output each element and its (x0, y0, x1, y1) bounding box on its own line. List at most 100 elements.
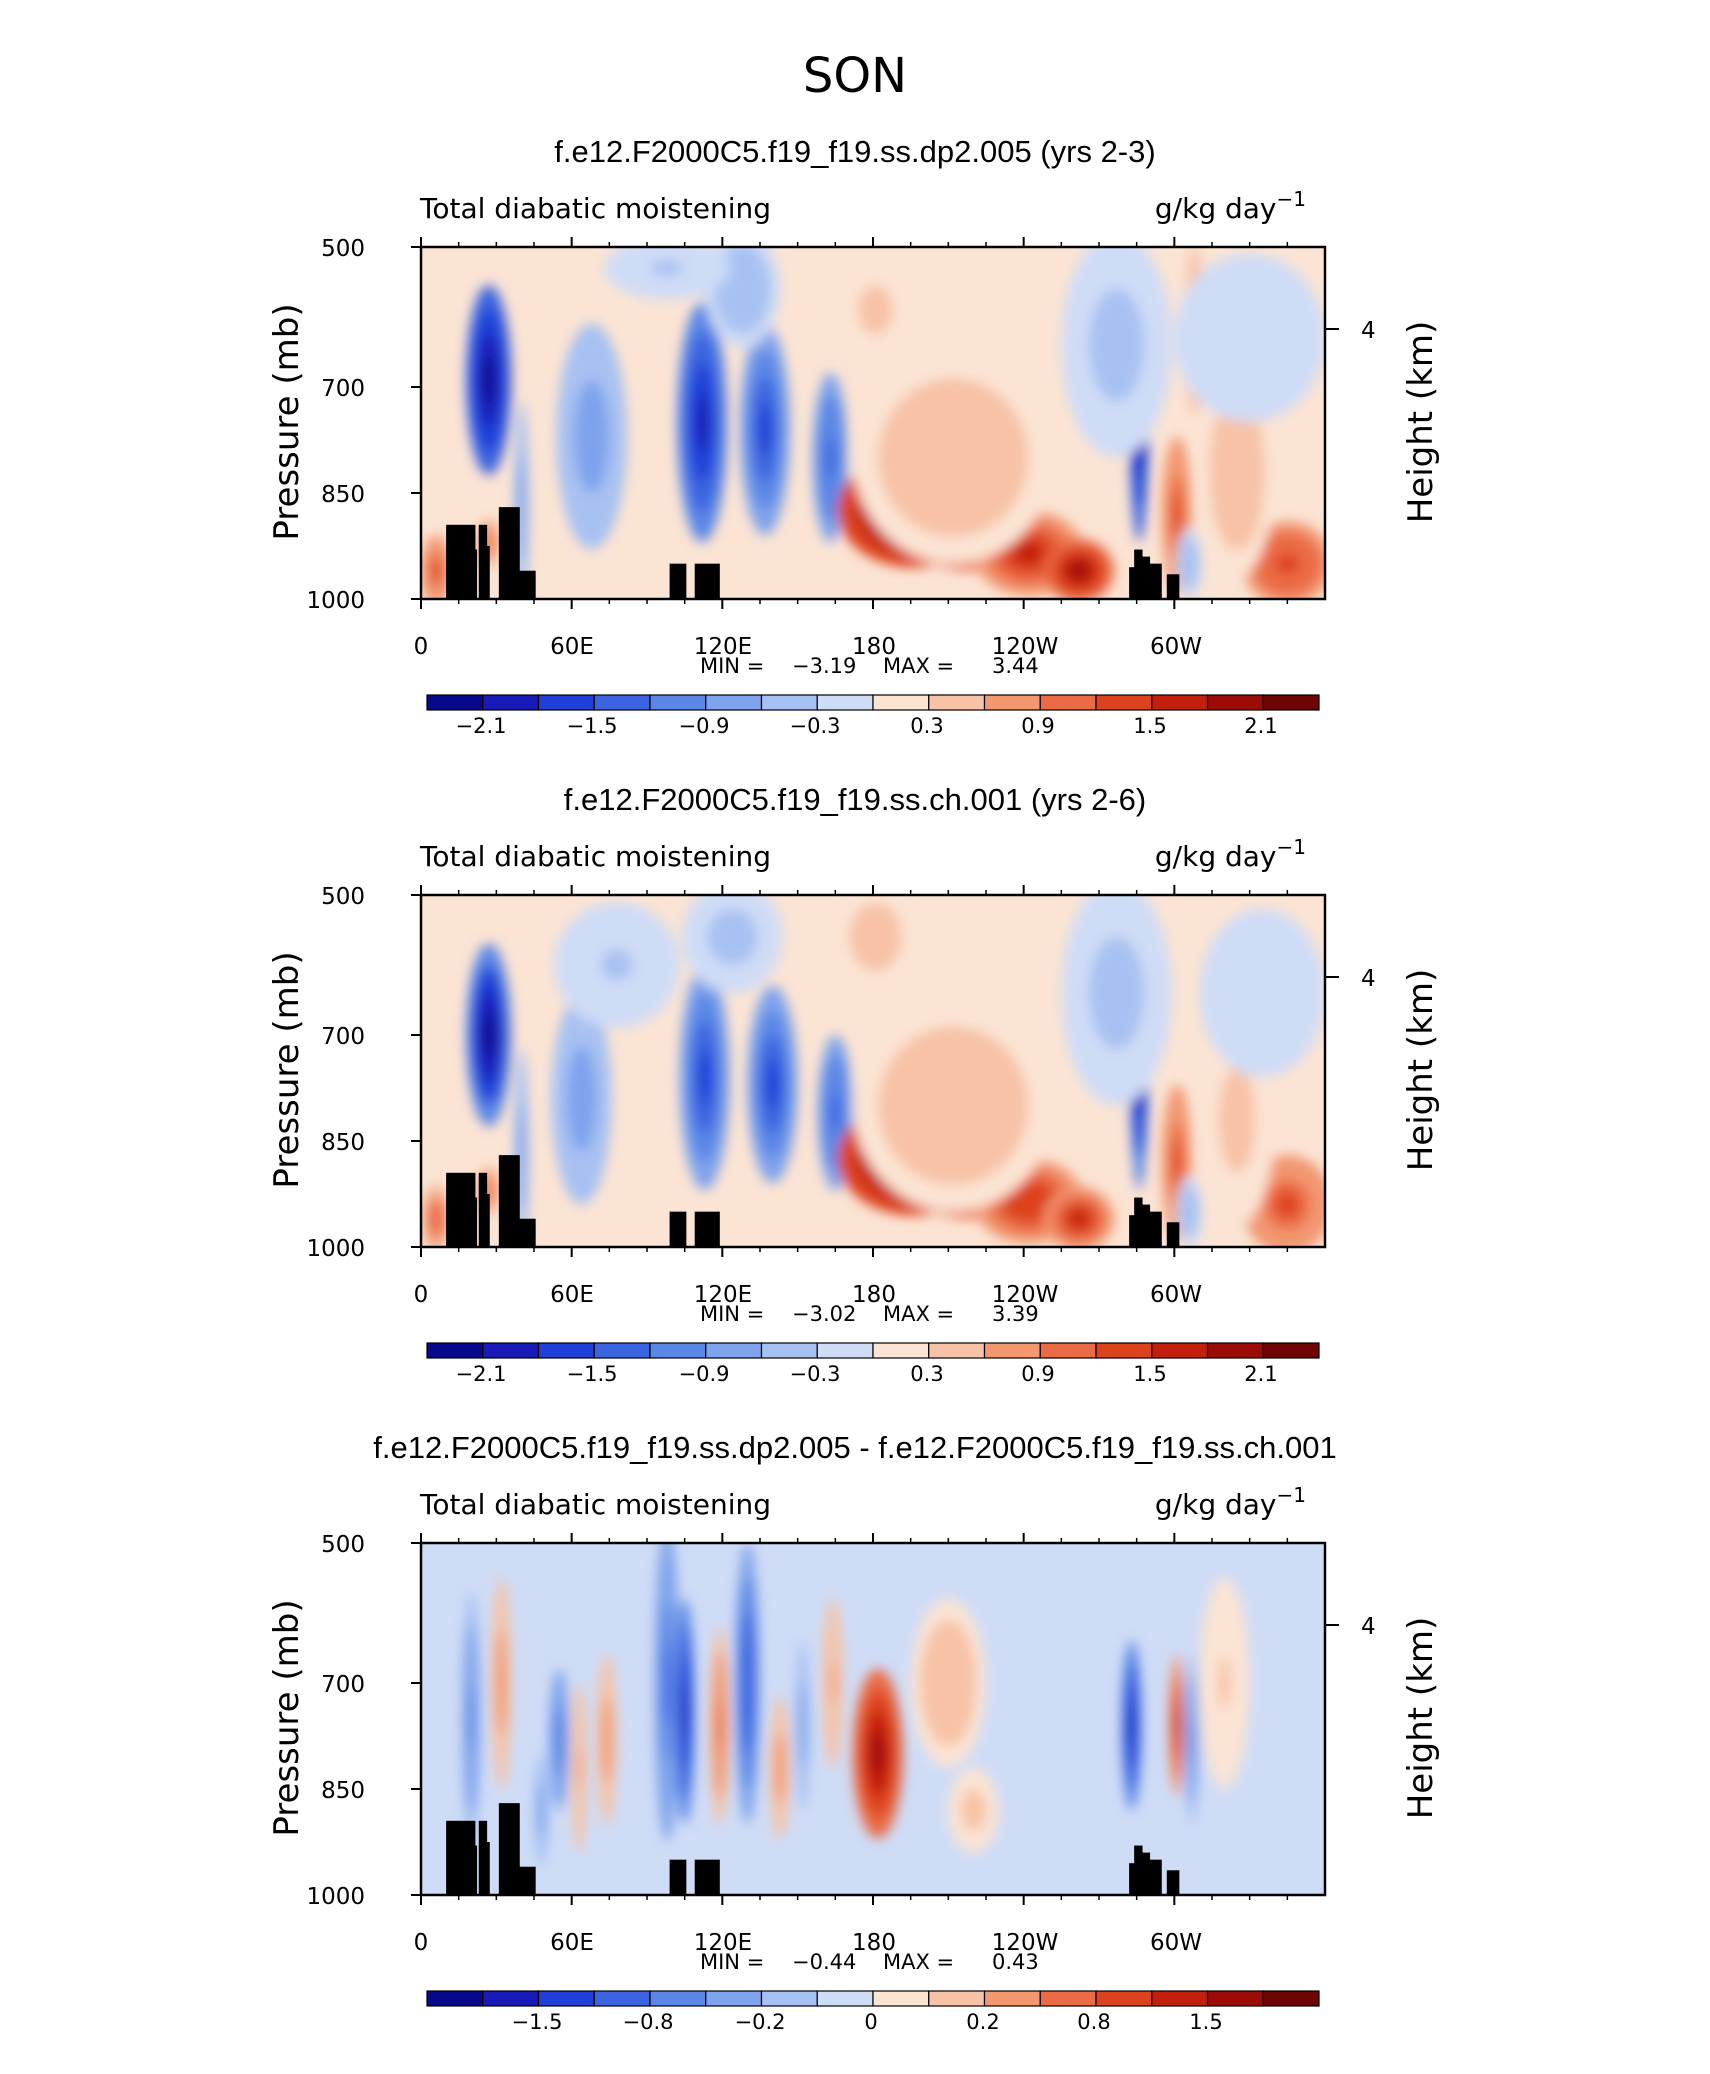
colorbar-label: 0.8 (1077, 2010, 1110, 2034)
colorbar-bin (537, 1990, 595, 2007)
colorbar-label: 0.3 (910, 1362, 943, 1386)
contour-blob (698, 1049, 712, 1106)
contour-blob (483, 1012, 495, 1058)
colorbar-bin (760, 694, 818, 711)
contour-blob (766, 1059, 779, 1110)
colorbar-bin (983, 1342, 1041, 1359)
contour-blob (604, 1718, 610, 1761)
topography-block (503, 1845, 513, 1895)
contour-blob (485, 1184, 492, 1197)
y2-axis-label: Height (km) (1401, 321, 1441, 524)
colorbar-bin (928, 1990, 986, 2007)
colorbar-label: 2.1 (1244, 1362, 1277, 1386)
colorbar-label: 0.2 (966, 2010, 999, 2034)
contour-blob (651, 260, 683, 276)
contour-blob (1276, 1192, 1299, 1217)
max-value: 0.43 (992, 1950, 1039, 1974)
colorbar-bin (426, 1342, 484, 1359)
y-tick-label: 700 (321, 1672, 365, 1698)
colorbar-bin (1206, 1990, 1264, 2007)
contour-blob (432, 561, 440, 580)
units-label: g/kg day−1 (1155, 835, 1306, 873)
topography-block (478, 524, 488, 599)
contour-blob (1282, 1713, 1293, 1766)
colorbar-label: −0.3 (790, 714, 841, 738)
colorbar-label: 0.9 (1021, 714, 1054, 738)
y-tick-label: 850 (321, 482, 365, 508)
y-axis-label: Pressure (mb) (267, 1599, 307, 1836)
colorbar-bin (928, 694, 986, 711)
colorbar-label: −0.8 (623, 2010, 674, 2034)
contour-blob (938, 1661, 958, 1705)
colorbar-bin (1206, 694, 1264, 711)
topography-block (1141, 1204, 1151, 1247)
colorbar-label: −2.1 (456, 714, 507, 738)
contour-blob (800, 1704, 805, 1747)
contour-blob (928, 431, 979, 485)
colorbar-bin (760, 1990, 818, 2007)
colorbar-bin (426, 694, 484, 711)
contour-blob (1186, 554, 1193, 573)
units-label: g/kg day−1 (1155, 1483, 1306, 1521)
contour-blob (866, 297, 885, 323)
contour-blob (695, 392, 709, 453)
x-tick-label: 180 (852, 1282, 896, 1308)
panel-title: f.e12.F2000C5.f19_f19.ss.dp2.005 (yrs 2-… (554, 134, 1155, 169)
x-tick-label: 180 (852, 1930, 896, 1956)
colorbar-bin (928, 1342, 986, 1359)
topography-block (669, 1211, 687, 1247)
colorbar-bin (649, 1342, 707, 1359)
contour-blob (1129, 1704, 1135, 1747)
y2-tick-label: 4 (1361, 318, 1376, 344)
colorbar-bin (983, 694, 1041, 711)
x-tick-label: 60W (1150, 634, 1202, 660)
colorbar-bin (593, 694, 651, 711)
max-label: MAX = (883, 1302, 954, 1326)
contour-blob (719, 923, 745, 951)
contour-blob (485, 536, 492, 549)
units-exponent: −1 (1277, 835, 1306, 859)
contour-blob (777, 1750, 783, 1786)
contour-blob (1174, 1707, 1179, 1744)
y-tick-label: 1000 (306, 588, 365, 614)
max-value: 3.44 (992, 654, 1039, 678)
y-tick-label: 1000 (306, 1884, 365, 1910)
colorbar-bin (1095, 1990, 1153, 2007)
topography-block (1149, 1211, 1162, 1247)
contour-blob (1246, 971, 1278, 1015)
contour-blob (498, 1656, 504, 1710)
y-axis-label: Pressure (mb) (267, 303, 307, 540)
colorbar-label: −0.2 (735, 2010, 786, 2034)
topography-block (1166, 1222, 1180, 1247)
plot-area (421, 895, 1325, 1247)
plot-area (421, 247, 1325, 599)
left-title: Total diabatic moistening (419, 192, 771, 225)
contour-blob (1227, 445, 1247, 499)
contour-blob (830, 1661, 836, 1705)
contour-blob (682, 1683, 688, 1740)
colorbar-bin (1095, 694, 1153, 711)
topography-block (1134, 1197, 1143, 1247)
contour-blob (1186, 1202, 1193, 1221)
topography-block (1129, 567, 1136, 599)
contour-blob (601, 949, 633, 981)
y-tick-label: 700 (321, 376, 365, 402)
topography-block (694, 563, 720, 599)
y2-axis-label: Height (km) (1401, 1617, 1441, 1820)
colorbar-label: −2.1 (456, 1362, 507, 1386)
colorbar-bin (760, 1342, 818, 1359)
colorbar-bin (816, 1342, 874, 1359)
colorbar-label: 0 (864, 2010, 877, 2034)
units-text: g/kg day (1155, 840, 1277, 873)
x-tick-label: 60E (550, 634, 594, 660)
x-tick-label: 120W (992, 1282, 1059, 1308)
colorbar-bin (537, 694, 595, 711)
x-tick-label: 60E (550, 1282, 594, 1308)
min-value: −3.19 (792, 654, 856, 678)
topography-block (483, 1194, 490, 1247)
contour-blob (1014, 542, 1043, 564)
colorbar-bin (983, 1990, 1041, 2007)
topography-block (1166, 1870, 1180, 1895)
y-tick-label: 850 (321, 1778, 365, 1804)
y-tick-label: 500 (321, 1532, 365, 1558)
